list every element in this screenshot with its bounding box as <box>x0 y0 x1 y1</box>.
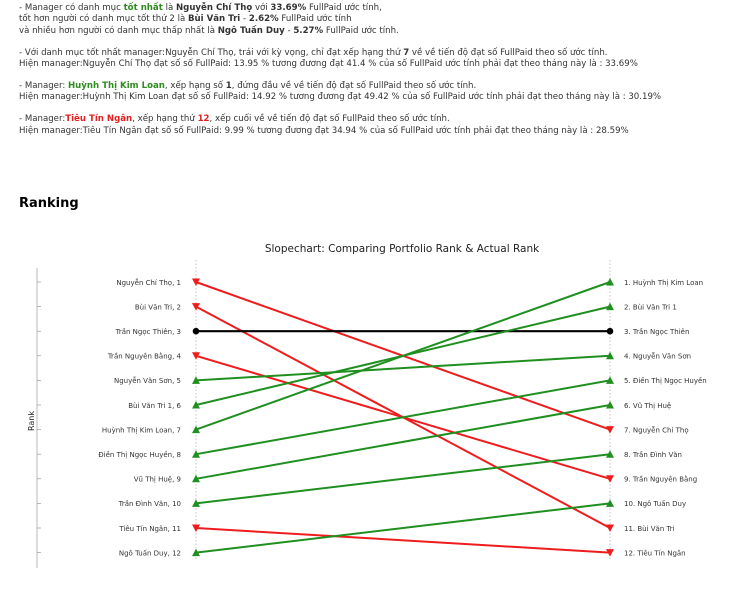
note-highlight: Nguyễn Chí Thọ <box>175 3 253 13</box>
slope-marker <box>192 278 200 286</box>
note-text: là <box>162 3 176 13</box>
right-rank-label: 2. Bùi Văn Tri 1 <box>624 303 677 311</box>
slope-marker <box>192 450 200 458</box>
note-highlight: 2.62% <box>248 14 279 25</box>
y-axis-label: Rank <box>27 411 36 431</box>
right-rank-label: 5. Điền Thị Ngọc Huyền <box>624 377 707 385</box>
slope-marker <box>606 278 614 286</box>
left-rank-label: Nguyễn Văn Sơn, 5 <box>114 376 181 385</box>
note-highlight: tốt nhất <box>123 3 163 13</box>
left-rank-label: Huỳnh Thị Kim Loan, 7 <box>102 426 181 434</box>
note-text: - <box>240 14 249 25</box>
note-text: - Manager có danh mục <box>19 3 124 13</box>
slope-marker <box>192 376 200 384</box>
left-rank-label: Trần Đình Văn, 10 <box>118 500 181 508</box>
right-rank-label: 12. Tiêu Tín Ngân <box>624 549 686 557</box>
note-text: , xếp hạng số <box>164 81 226 92</box>
note-line: Hiện manager:Nguyễn Chí Thọ đạt số số Fu… <box>19 59 638 70</box>
left-rank-label: Vũ Thị Huệ, 9 <box>134 476 181 484</box>
note-text: FullPaid ước tính, <box>306 3 382 13</box>
right-rank-label: 10. Ngô Tuấn Duy <box>624 500 686 508</box>
right-rank-label: 6. Vũ Thị Huệ <box>624 402 671 410</box>
left-rank-label: Bùi Văn Tri 1, 6 <box>128 402 181 410</box>
slope-marker <box>192 327 200 335</box>
left-rank-label: Bùi Văn Tri, 2 <box>135 303 181 311</box>
note-text: - Manager: <box>19 81 68 92</box>
note-text: với <box>252 3 271 13</box>
note-line: Hiện manager:Huỳnh Thị Kim Loan đạt số s… <box>19 92 662 103</box>
note-highlight: Bùi Văn Tri <box>187 14 241 25</box>
note-line: tốt hơn người có danh mục tốt thứ 2 là B… <box>19 14 739 25</box>
slope-line <box>195 502 611 554</box>
slope-marker <box>192 474 200 483</box>
slope-marker <box>192 352 200 360</box>
right-rank-label: 7. Nguyễn Chí Thọ <box>624 425 689 434</box>
note-text: - Manager: <box>19 114 66 125</box>
note-highlight: Tiêu Tín Ngân <box>65 114 133 125</box>
note-text: về về tiến độ đạt số FullPaid theo số ướ… <box>409 47 608 58</box>
slope-marker <box>606 401 614 409</box>
note-text: FullPaid ước tính. <box>323 25 399 36</box>
slope-marker <box>606 450 614 458</box>
note-highlight: Huỳnh Thị Kim Loan <box>67 81 165 92</box>
left-rank-label: Trần Nguyên Bằng, 4 <box>107 352 182 361</box>
right-rank-label: 1. Huỳnh Thị Kim Loan <box>624 279 703 287</box>
slope-line <box>195 379 611 456</box>
note-text: , xếp hạng thứ <box>132 114 198 125</box>
left-rank-label: Nguyễn Chí Thọ, 1 <box>116 278 181 287</box>
slope-marker <box>192 425 200 434</box>
slope-line <box>195 354 611 382</box>
slope-marker <box>606 475 614 483</box>
slope-line <box>195 281 611 431</box>
summary-notes: - Manager có danh mục tốt nhất là Nguyễn… <box>19 3 739 137</box>
section-heading: Ranking <box>19 196 79 211</box>
note-highlight: 7 <box>403 47 410 58</box>
right-rank-label: 9. Trần Nguyên Bằng <box>624 475 697 484</box>
slope-marker <box>192 401 200 409</box>
note-highlight: 12 <box>197 114 210 125</box>
note-highlight: Ngô Tuấn Duy <box>217 25 285 36</box>
note-line: và nhiều hơn người có danh mục thấp nhất… <box>19 26 739 37</box>
right-rank-label: 4. Nguyễn Văn Sơn <box>624 352 691 361</box>
slope-marker <box>606 327 614 335</box>
note-highlight: 33.69% <box>270 3 307 13</box>
slope-marker <box>606 524 614 532</box>
left-rank-label: Điền Thị Ngọc Huyền, 8 <box>98 451 181 459</box>
slope-marker <box>606 426 614 434</box>
slope-line <box>195 453 611 505</box>
note-text: - Với danh mục tốt nhất manager:Nguyễn C… <box>19 47 404 58</box>
chart-title: Slopechart: Comparing Portfolio Rank & A… <box>265 243 540 255</box>
note-line: - Manager: Huỳnh Thị Kim Loan, xếp hạng … <box>19 81 739 92</box>
slope-marker <box>192 303 200 311</box>
note-line: Hiện manager:Tiêu Tín Ngân đạt số số Ful… <box>19 125 629 136</box>
note-text: - <box>284 25 294 36</box>
slope-marker <box>606 302 614 311</box>
slope-marker <box>192 548 200 557</box>
note-line: - Manager có danh mục tốt nhất là Nguyễn… <box>19 3 739 14</box>
slope-marker <box>606 351 614 360</box>
slope-line <box>195 404 611 480</box>
note-text: và nhiều hơn người có danh mục thấp nhất… <box>19 25 218 36</box>
note-line: - Với danh mục tốt nhất manager:Nguyễn C… <box>19 48 739 59</box>
slope-marker <box>606 376 614 384</box>
left-rank-label: Tiêu Tín Ngân, 11 <box>118 525 181 533</box>
right-rank-label: 11. Bùi Văn Tri <box>624 525 675 533</box>
left-rank-label: Ngô Tuấn Duy, 12 <box>119 549 181 557</box>
note-text: FullPaid ước tính <box>278 14 352 25</box>
right-rank-label: 8. Trần Đình Văn <box>624 451 682 459</box>
note-line: - Manager:Tiêu Tín Ngân, xếp hạng thứ 12… <box>19 114 739 125</box>
slope-marker <box>192 524 200 532</box>
slope-marker <box>606 499 614 507</box>
right-rank-label: 3. Trần Ngọc Thiên <box>624 328 689 336</box>
note-text: , xếp cuối về về tiến độ đạt số FullPaid… <box>209 114 450 125</box>
slope-marker <box>606 549 614 557</box>
note-text: , đứng đầu về về tiến độ đạt số FullPaid… <box>231 81 477 92</box>
slope-marker <box>192 499 200 507</box>
note-highlight: 5.27% <box>293 25 324 36</box>
slope-line <box>195 527 611 554</box>
left-rank-label: Trần Ngọc Thiên, 3 <box>115 328 181 336</box>
note-highlight: 1 <box>225 81 232 92</box>
note-text: tốt hơn người có danh mục tốt thứ 2 là <box>19 14 188 25</box>
